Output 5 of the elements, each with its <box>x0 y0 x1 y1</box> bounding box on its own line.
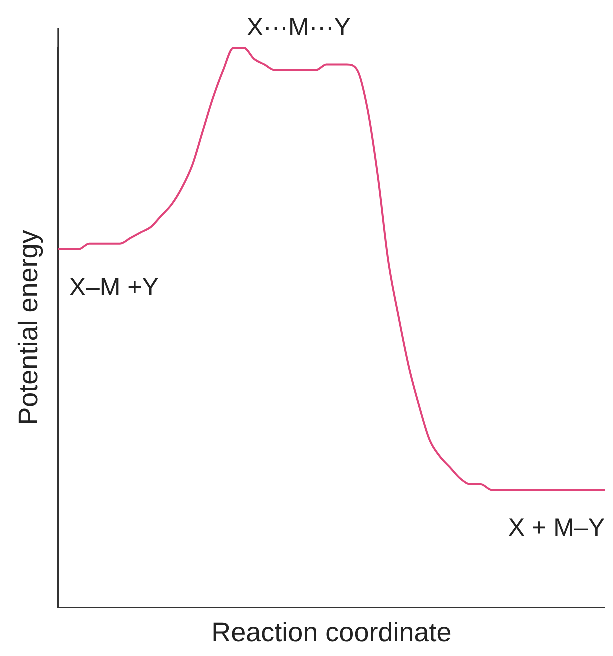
annotation: X–M +Y <box>69 274 160 302</box>
text: X···M···Y <box>246 13 352 42</box>
annotation: X + M–Y <box>508 514 606 542</box>
y-axis-title: Potential energy <box>14 230 44 426</box>
x-axis-title: Reaction coordinate <box>212 617 452 648</box>
